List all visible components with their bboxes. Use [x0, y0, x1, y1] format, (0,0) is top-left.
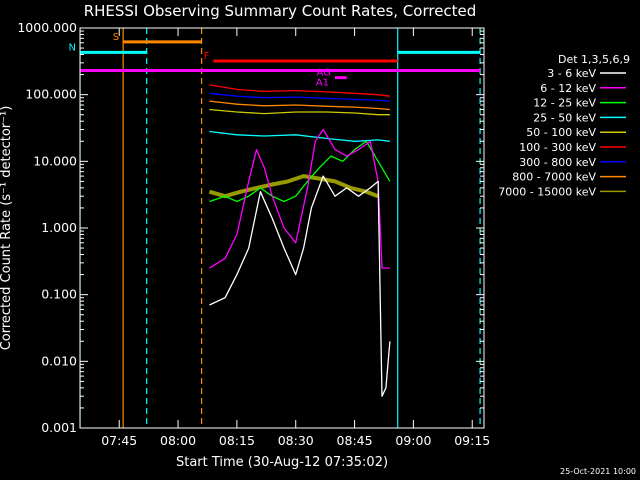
legend-entry: 25 - 50 keV: [533, 111, 596, 124]
legend-entry: 12 - 25 keV: [533, 97, 596, 110]
y-axis-label: Corrected Count Rate (s⁻¹ detector⁻¹): [0, 106, 14, 351]
series-lines: [208, 84, 391, 397]
interval-label: S: [113, 32, 119, 43]
x-tick-label: 08:30: [278, 433, 314, 448]
interval-label: N: [69, 42, 76, 53]
legend-entry: 50 - 100 keV: [526, 126, 596, 139]
y-tick-label: 1000.000: [17, 20, 77, 35]
legend-entry: 800 - 7000 keV: [512, 171, 596, 184]
legend-entry: 6 - 12 keV: [540, 82, 596, 95]
series-line: [209, 100, 390, 111]
chart-title: RHESSI Observing Summary Count Rates, Co…: [84, 2, 477, 20]
x-tick-label: 09:00: [395, 433, 431, 448]
interval-label: AG: [317, 68, 331, 79]
legend-title: Det 1,3,5,6,9: [558, 53, 630, 66]
y-tick-label: 1.000: [41, 220, 77, 235]
x-tick-label: 09:15: [454, 433, 490, 448]
legend-entry: 3 - 6 keV: [547, 67, 596, 80]
legend-entry: 100 - 300 keV: [519, 141, 596, 154]
x-tick-label: 07:45: [101, 433, 137, 448]
x-tick-label: 08:45: [337, 433, 373, 448]
series-line: [209, 175, 391, 397]
series-line: [209, 130, 390, 142]
axes: 07:45 08:00 08:15 08:30 08:45 09:00 09:15 1000.…: [17, 20, 490, 448]
x-tick-label: 08:00: [160, 433, 196, 448]
legend-entry: 7000 - 15000 keV: [498, 185, 596, 198]
y-tick-label: 0.001: [41, 420, 77, 435]
y-tick-label: 10.000: [33, 153, 77, 168]
series-line: [209, 92, 390, 102]
legend-entry: 300 - 800 keV: [519, 156, 596, 169]
x-tick-label: 08:15: [219, 433, 255, 448]
series-line: [209, 84, 390, 97]
series-line: [209, 140, 391, 203]
interval-label: F: [204, 51, 210, 62]
series-line: [209, 128, 390, 269]
series-line: [208, 174, 379, 199]
y-tick-label: 0.100: [41, 287, 77, 302]
y-tick-label: 100.000: [25, 87, 77, 102]
y-tick-label: 0.010: [41, 353, 77, 368]
x-axis-label: Start Time (30-Aug-12 07:35:02): [176, 455, 388, 470]
series-line: [209, 108, 390, 116]
date-stamp: 25-Oct-2021 10:00: [560, 467, 636, 476]
interval-label: A1: [316, 78, 329, 89]
